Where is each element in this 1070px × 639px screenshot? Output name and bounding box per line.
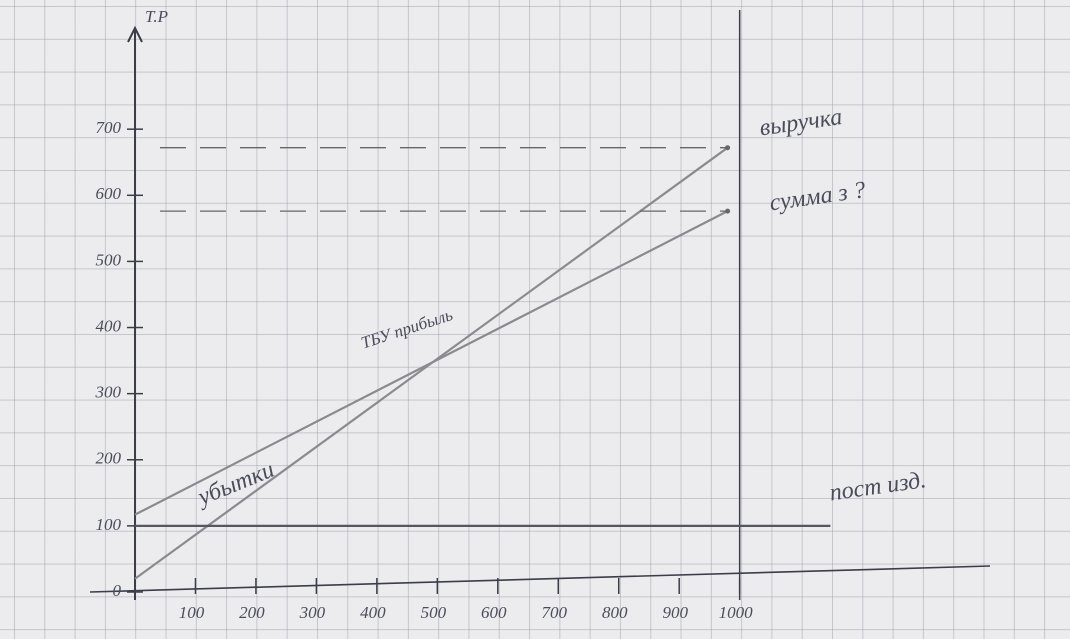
end-point (725, 145, 731, 151)
x-tick-label: 300 (299, 603, 326, 622)
y-tick-label: 600 (96, 184, 122, 203)
x-tick-label: 100 (179, 603, 205, 622)
y-arrow (127, 25, 143, 43)
y-tick-label: 500 (96, 250, 122, 269)
y-tick-label: 200 (96, 449, 122, 468)
x-tick-label: 700 (542, 603, 568, 622)
y-tick-label: 100 (96, 515, 122, 534)
x-tick-label: 1000 (719, 603, 754, 622)
end-point (725, 208, 731, 214)
y-tick-label: 0 (113, 581, 122, 600)
x-tick-label: 400 (360, 603, 386, 622)
x-tick-label: 800 (602, 603, 628, 622)
y-tick-label: 400 (96, 316, 122, 335)
legend-label: сумма з ? (768, 177, 867, 216)
y-axis-label: Т.Р (145, 7, 168, 26)
x-tick-label: 200 (239, 603, 265, 622)
y-tick-label: 700 (96, 118, 122, 137)
y-tick-label: 300 (95, 383, 122, 402)
x-axis (89, 565, 991, 593)
x-tick-label: 600 (481, 603, 507, 622)
annotation: ТБУ прибыль (359, 305, 456, 353)
legend-label: выручка (758, 104, 844, 141)
x-tick-label: 500 (421, 603, 447, 622)
series-line (134, 210, 729, 516)
x-tick-label: 900 (662, 603, 688, 622)
legend-label: пост изд. (828, 467, 928, 506)
